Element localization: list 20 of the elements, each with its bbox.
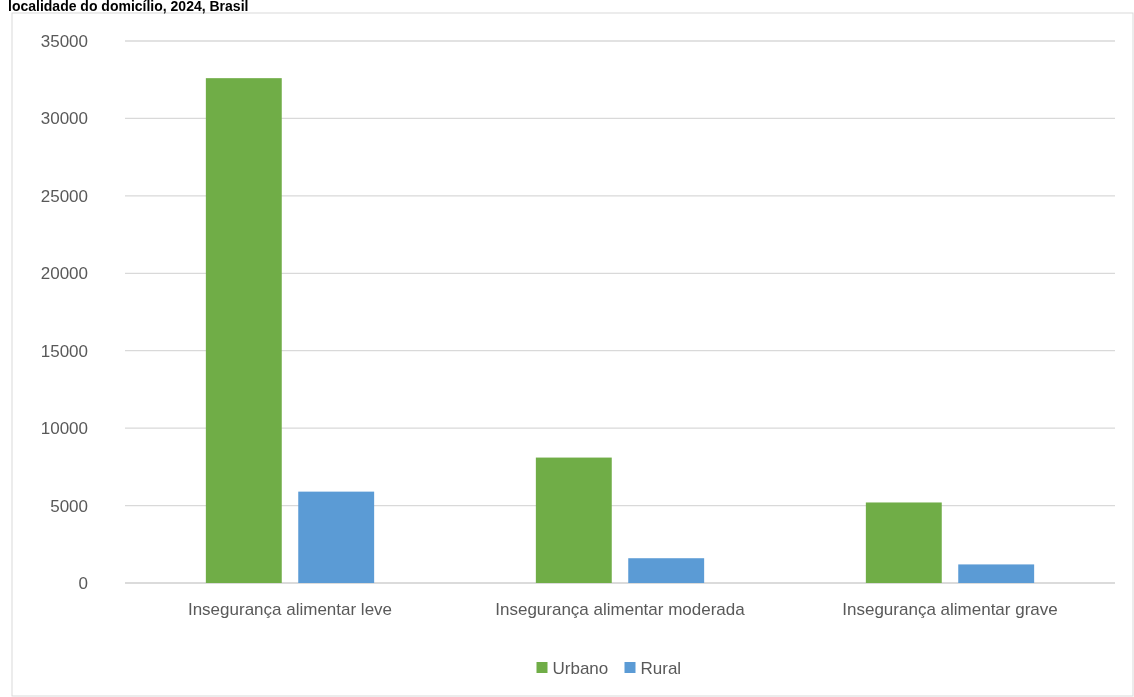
bar — [205, 78, 282, 583]
y-tick-label: 35000 — [40, 31, 88, 51]
x-tick-label: Insegurança alimentar leve — [187, 600, 393, 619]
y-tick-label: 15000 — [40, 341, 88, 361]
x-tick-label: Insegurança alimentar moderada — [495, 600, 746, 619]
legend-label: Rural — [640, 658, 682, 678]
bar — [865, 502, 942, 583]
bar — [628, 558, 705, 583]
chart-title: localidade do domicílio, 2024, Brasil — [8, 0, 249, 14]
y-tick-label: 20000 — [40, 264, 88, 284]
x-tick-label: Insegurança alimentar grave — [842, 600, 1058, 619]
y-tick-label: 10000 — [40, 419, 88, 439]
y-tick-label: 0 — [78, 573, 88, 593]
y-tick-label: 5000 — [50, 496, 88, 516]
bar — [298, 491, 375, 583]
bar — [958, 564, 1035, 583]
legend-label: Urbano — [552, 658, 609, 678]
y-tick-label: 25000 — [40, 186, 88, 206]
y-tick-label: 30000 — [40, 109, 88, 129]
bar — [535, 457, 612, 583]
